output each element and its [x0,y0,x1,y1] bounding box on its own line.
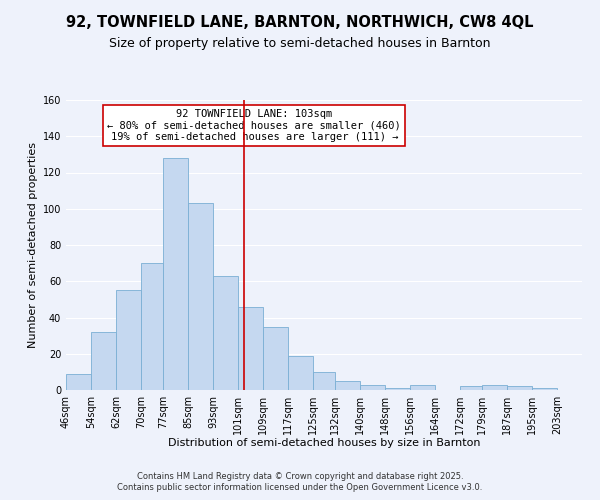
Bar [91,332,116,390]
Bar [507,386,532,390]
Bar [460,386,482,390]
Y-axis label: Number of semi-detached properties: Number of semi-detached properties [28,142,38,348]
Bar [141,263,163,390]
Text: Contains HM Land Registry data © Crown copyright and database right 2025.: Contains HM Land Registry data © Crown c… [137,472,463,481]
Bar [532,388,557,390]
Bar [313,372,335,390]
Bar [410,384,435,390]
Bar [188,204,213,390]
Bar [385,388,410,390]
Bar [263,326,288,390]
Bar [213,276,238,390]
Bar [116,290,141,390]
Bar [163,158,188,390]
Bar [238,306,263,390]
Bar [66,374,91,390]
Text: 92 TOWNFIELD LANE: 103sqm
← 80% of semi-detached houses are smaller (460)
19% of: 92 TOWNFIELD LANE: 103sqm ← 80% of semi-… [107,108,401,142]
X-axis label: Distribution of semi-detached houses by size in Barnton: Distribution of semi-detached houses by … [168,438,480,448]
Bar [335,381,360,390]
Bar [360,384,385,390]
Text: Contains public sector information licensed under the Open Government Licence v3: Contains public sector information licen… [118,484,482,492]
Bar [482,384,507,390]
Bar [288,356,313,390]
Text: 92, TOWNFIELD LANE, BARNTON, NORTHWICH, CW8 4QL: 92, TOWNFIELD LANE, BARNTON, NORTHWICH, … [66,15,534,30]
Text: Size of property relative to semi-detached houses in Barnton: Size of property relative to semi-detach… [109,38,491,51]
